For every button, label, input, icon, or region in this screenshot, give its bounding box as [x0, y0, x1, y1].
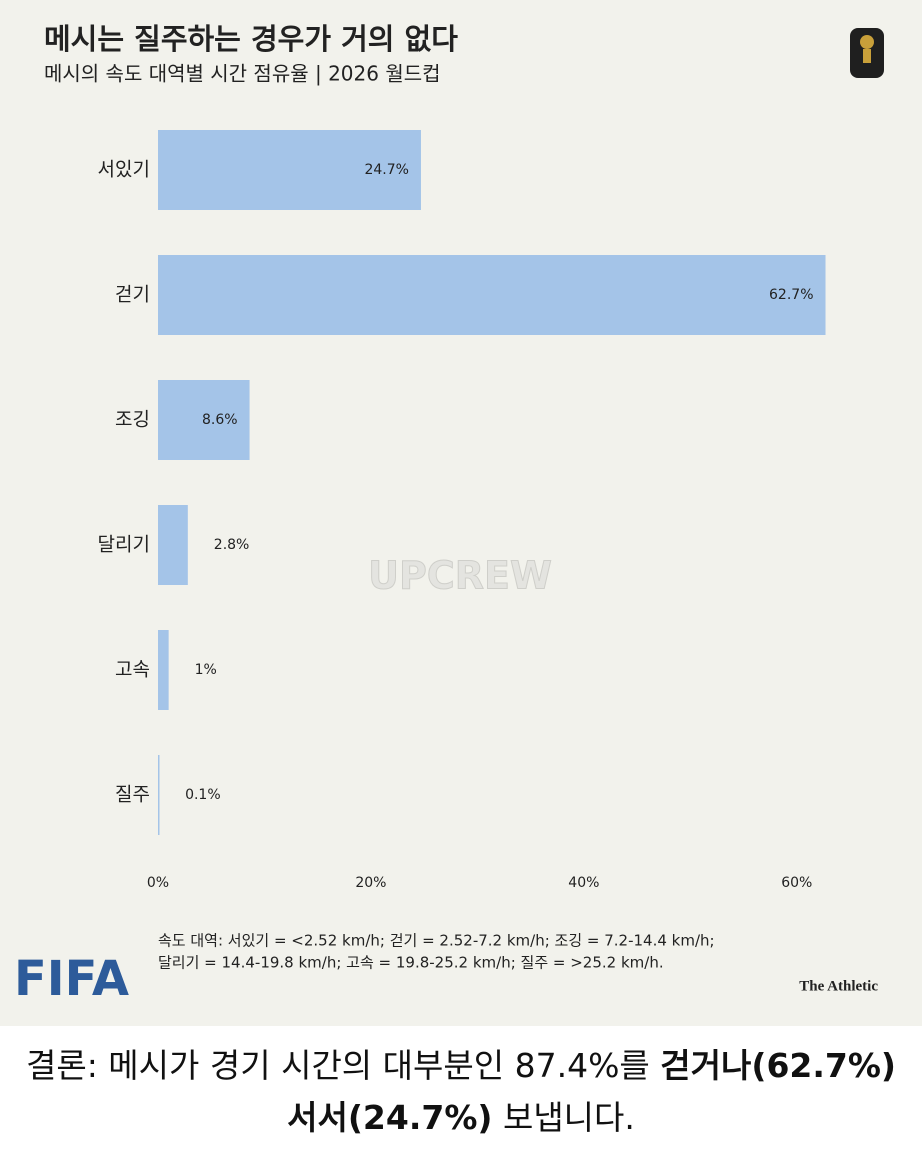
note-line: 속도 대역: 서있기 = <2.52 km/h; 걷기 = 2.52-7.2 k…: [158, 932, 715, 950]
value-label: 1%: [195, 662, 217, 678]
value-label: 24.7%: [364, 162, 408, 178]
bar: [158, 630, 169, 710]
conclusion-bold: 서서(24.7%): [287, 1098, 493, 1137]
bar: [158, 505, 188, 585]
trophy-logo: [850, 28, 884, 78]
value-label: 8.6%: [202, 412, 238, 428]
x-tick-label: 60%: [781, 875, 812, 891]
conclusion: 결론: 메시가 경기 시간의 대부분인 87.4%를 걷거나(62.7%) 서서(…: [0, 1026, 922, 1152]
bar: [158, 755, 160, 835]
bar: [158, 130, 421, 210]
value-label: 2.8%: [214, 537, 250, 553]
chart-subtitle: 메시의 속도 대역별 시간 점유율 | 2026 월드컵: [44, 62, 441, 86]
x-tick-label: 40%: [568, 875, 599, 891]
x-tick-label: 20%: [355, 875, 386, 891]
y-tick-label: 걷기: [115, 284, 150, 306]
conclusion-text: 결론: 메시가 경기 시간의 대부분인 87.4%를: [25, 1046, 661, 1085]
note-line: 달리기 = 14.4-19.8 km/h; 고속 = 19.8-25.2 km/…: [158, 954, 664, 972]
chart-title: 메시는 질주하는 경우가 거의 없다: [44, 22, 458, 56]
bar: [158, 255, 826, 335]
fifa-logo: FIFA: [14, 951, 129, 1007]
bar: [158, 380, 250, 460]
x-tick-label: 0%: [147, 875, 169, 891]
background: [0, 0, 922, 1026]
conclusion-text: 보냅니다.: [492, 1098, 635, 1137]
value-label: 62.7%: [769, 287, 813, 303]
y-tick-label: 서있기: [98, 159, 150, 181]
conclusion-bold: 걷거나(62.7%): [660, 1046, 897, 1085]
source: The Athletic: [799, 978, 878, 994]
y-tick-label: 달리기: [98, 534, 150, 556]
chart: 메시는 질주하는 경우가 거의 없다 메시의 속도 대역별 시간 점유율 | 2…: [0, 0, 922, 1026]
y-tick-label: 고속: [115, 659, 150, 681]
value-label: 0.1%: [185, 787, 221, 803]
y-tick-label: 질주: [115, 784, 150, 806]
watermark: UPCREW: [368, 554, 552, 598]
y-tick-label: 조깅: [115, 409, 150, 431]
